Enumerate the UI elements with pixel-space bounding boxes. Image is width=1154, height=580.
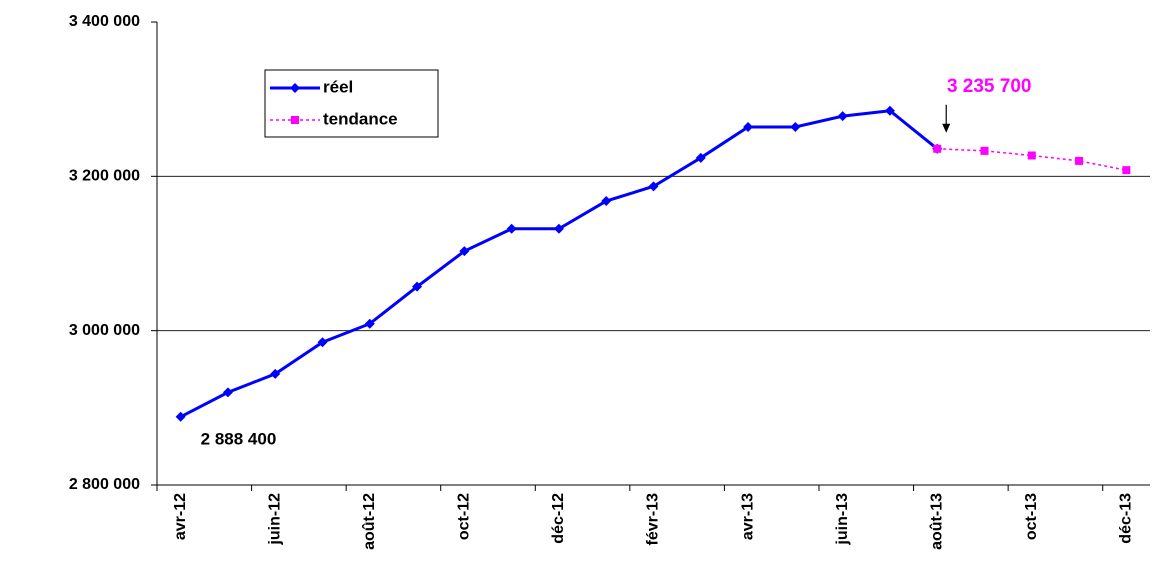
y-tick-label: 3 200 000 <box>69 168 140 185</box>
legend-label: réel <box>323 77 353 96</box>
x-tick-label: avr-13 <box>739 493 756 540</box>
legend-box <box>264 69 439 138</box>
marker <box>1122 166 1131 175</box>
marker <box>648 181 659 192</box>
marker <box>837 111 848 122</box>
marker <box>364 318 375 329</box>
legend-marker <box>290 83 300 93</box>
legend-marker <box>291 116 299 124</box>
marker <box>270 368 281 379</box>
arrow-head <box>942 123 951 133</box>
marker <box>459 246 470 257</box>
data-label: 3 235 700 <box>947 76 1032 97</box>
x-tick-label: oct-12 <box>456 493 473 540</box>
marker <box>1075 156 1084 165</box>
x-tick-label: juin-12 <box>266 493 283 546</box>
data-label: 2 888 400 <box>201 429 277 448</box>
marker <box>1027 151 1036 160</box>
x-tick-label: oct-13 <box>1023 493 1040 540</box>
marker <box>553 223 564 234</box>
x-tick-label: déc-12 <box>550 493 567 544</box>
marker <box>884 105 895 116</box>
x-tick-label: août-12 <box>361 493 378 550</box>
y-tick-label: 2 800 000 <box>69 476 140 493</box>
legend-label: tendance <box>323 109 398 128</box>
y-tick-label: 3 400 000 <box>69 13 140 30</box>
x-tick-label: déc-13 <box>1118 493 1135 544</box>
x-tick-label: avr-12 <box>172 493 189 540</box>
marker <box>317 337 328 348</box>
series-line <box>937 148 1127 171</box>
marker <box>175 411 186 422</box>
marker <box>222 387 233 398</box>
y-tick-label: 3 000 000 <box>69 322 140 339</box>
marker <box>506 223 517 234</box>
marker <box>743 121 754 132</box>
marker <box>412 281 423 292</box>
x-tick-label: juin-13 <box>834 493 851 546</box>
series-line <box>179 109 939 419</box>
marker <box>695 152 706 163</box>
marker <box>980 146 989 155</box>
marker <box>790 121 801 132</box>
marker <box>601 196 612 207</box>
marker <box>933 144 942 153</box>
x-tick-label: août-13 <box>928 493 945 550</box>
x-tick-label: févr-13 <box>645 493 662 546</box>
